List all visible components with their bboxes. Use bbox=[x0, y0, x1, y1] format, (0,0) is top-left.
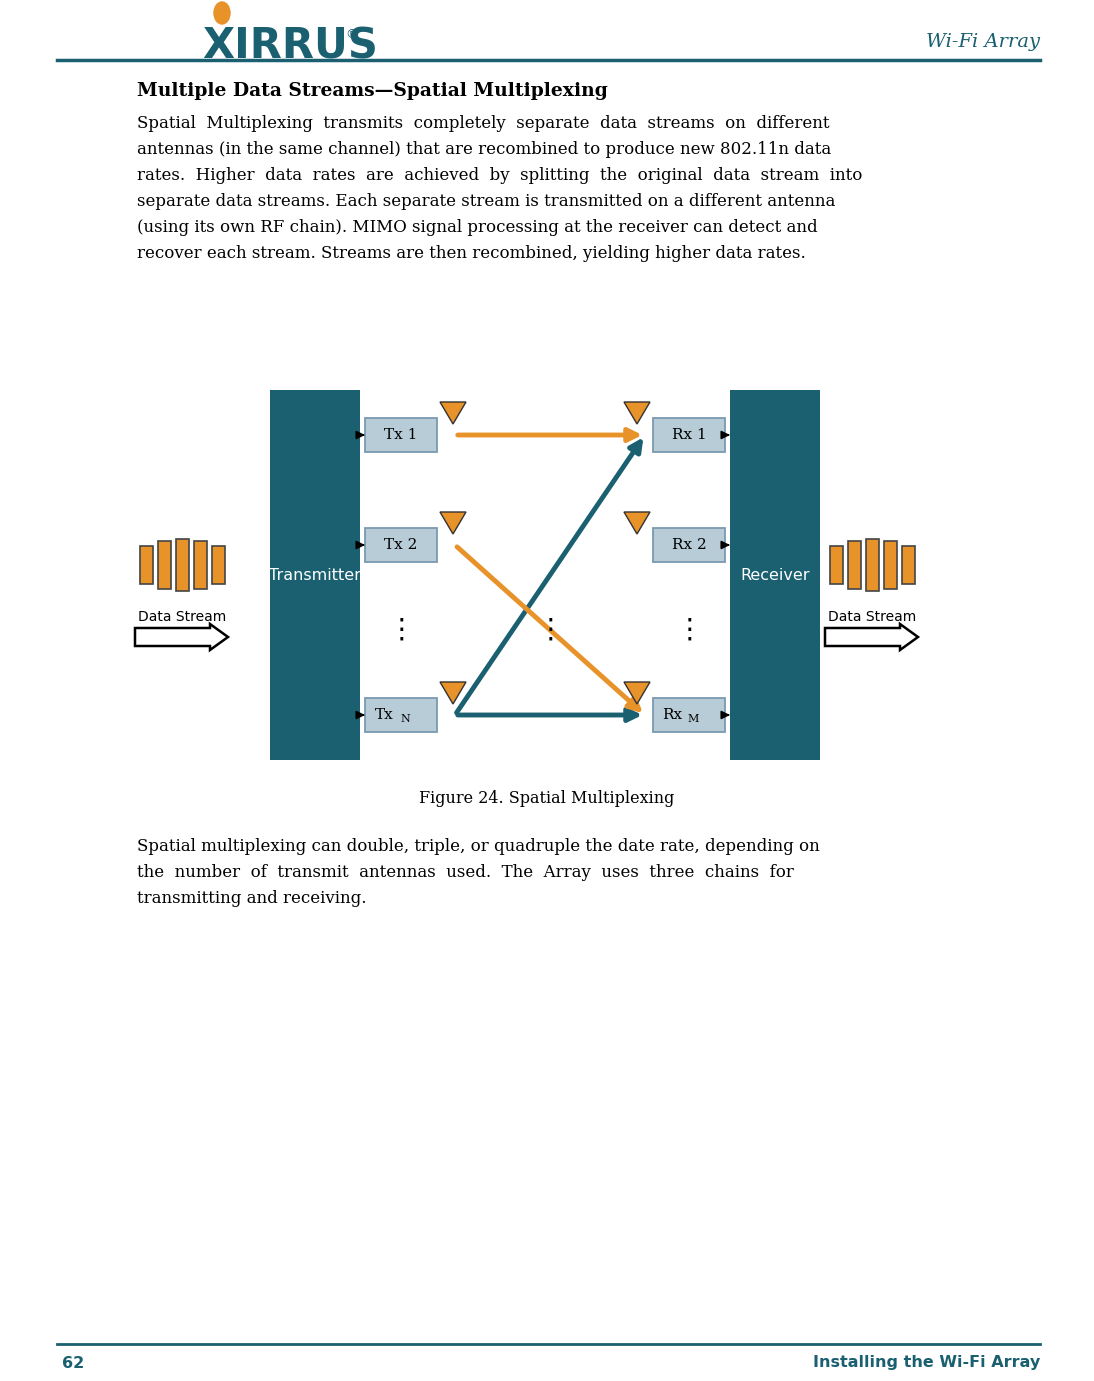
FancyBboxPatch shape bbox=[176, 539, 189, 591]
FancyBboxPatch shape bbox=[365, 418, 437, 452]
Polygon shape bbox=[624, 512, 650, 534]
Text: Rx 2: Rx 2 bbox=[672, 539, 707, 552]
FancyBboxPatch shape bbox=[653, 528, 725, 562]
Text: Wi-Fi Array: Wi-Fi Array bbox=[926, 33, 1040, 51]
Text: Data Stream: Data Stream bbox=[138, 610, 226, 624]
Text: ⋮: ⋮ bbox=[675, 616, 702, 644]
Text: the  number  of  transmit  antennas  used.  The  Array  uses  three  chains  for: the number of transmit antennas used. Th… bbox=[137, 865, 794, 881]
Text: separate data streams. Each separate stream is transmitted on a different antenn: separate data streams. Each separate str… bbox=[137, 193, 836, 210]
Polygon shape bbox=[440, 512, 466, 534]
Text: ⋮: ⋮ bbox=[536, 616, 563, 644]
Text: 62: 62 bbox=[62, 1356, 84, 1370]
Polygon shape bbox=[624, 402, 650, 424]
FancyBboxPatch shape bbox=[140, 545, 153, 584]
Polygon shape bbox=[440, 402, 466, 424]
FancyArrow shape bbox=[825, 624, 918, 650]
Text: (using its own RF chain). MIMO signal processing at the receiver can detect and: (using its own RF chain). MIMO signal pr… bbox=[137, 220, 817, 236]
FancyBboxPatch shape bbox=[830, 545, 843, 584]
Text: Rx: Rx bbox=[662, 708, 682, 722]
FancyBboxPatch shape bbox=[270, 389, 360, 760]
Ellipse shape bbox=[214, 1, 230, 23]
FancyBboxPatch shape bbox=[365, 528, 437, 562]
Text: Rx 1: Rx 1 bbox=[672, 428, 707, 442]
Text: N: N bbox=[400, 714, 410, 724]
Text: antennas (in the same channel) that are recombined to produce new 802.11n data: antennas (in the same channel) that are … bbox=[137, 141, 831, 157]
Text: Tx 2: Tx 2 bbox=[384, 539, 418, 552]
FancyBboxPatch shape bbox=[884, 541, 897, 590]
FancyBboxPatch shape bbox=[365, 697, 437, 732]
Text: Spatial  Multiplexing  transmits  completely  separate  data  streams  on  diffe: Spatial Multiplexing transmits completel… bbox=[137, 115, 829, 133]
Text: Transmitter: Transmitter bbox=[269, 568, 361, 583]
Text: M: M bbox=[687, 714, 699, 724]
Text: transmitting and receiving.: transmitting and receiving. bbox=[137, 889, 366, 907]
Text: ⋮: ⋮ bbox=[387, 616, 415, 644]
FancyBboxPatch shape bbox=[653, 418, 725, 452]
Text: Figure 24. Spatial Multiplexing: Figure 24. Spatial Multiplexing bbox=[419, 790, 675, 807]
FancyBboxPatch shape bbox=[194, 541, 207, 590]
Text: Receiver: Receiver bbox=[741, 568, 810, 583]
Text: Tx 1: Tx 1 bbox=[384, 428, 418, 442]
FancyBboxPatch shape bbox=[212, 545, 225, 584]
Polygon shape bbox=[440, 682, 466, 704]
Text: Multiple Data Streams—Spatial Multiplexing: Multiple Data Streams—Spatial Multiplexi… bbox=[137, 81, 608, 99]
FancyBboxPatch shape bbox=[866, 539, 878, 591]
Text: Installing the Wi-Fi Array: Installing the Wi-Fi Array bbox=[813, 1356, 1040, 1370]
Text: recover each stream. Streams are then recombined, yielding higher data rates.: recover each stream. Streams are then re… bbox=[137, 244, 806, 262]
Polygon shape bbox=[624, 682, 650, 704]
FancyBboxPatch shape bbox=[901, 545, 915, 584]
FancyBboxPatch shape bbox=[730, 389, 820, 760]
FancyBboxPatch shape bbox=[158, 541, 171, 590]
Text: ®: ® bbox=[345, 29, 358, 41]
FancyArrow shape bbox=[135, 624, 228, 650]
Text: rates.  Higher  data  rates  are  achieved  by  splitting  the  original  data  : rates. Higher data rates are achieved by… bbox=[137, 167, 862, 184]
FancyBboxPatch shape bbox=[848, 541, 861, 590]
Text: XIRRUS: XIRRUS bbox=[202, 25, 377, 68]
Text: Data Stream: Data Stream bbox=[828, 610, 917, 624]
Text: Tx: Tx bbox=[375, 708, 394, 722]
FancyBboxPatch shape bbox=[653, 697, 725, 732]
Text: Spatial multiplexing can double, triple, or quadruple the date rate, depending o: Spatial multiplexing can double, triple,… bbox=[137, 838, 819, 855]
